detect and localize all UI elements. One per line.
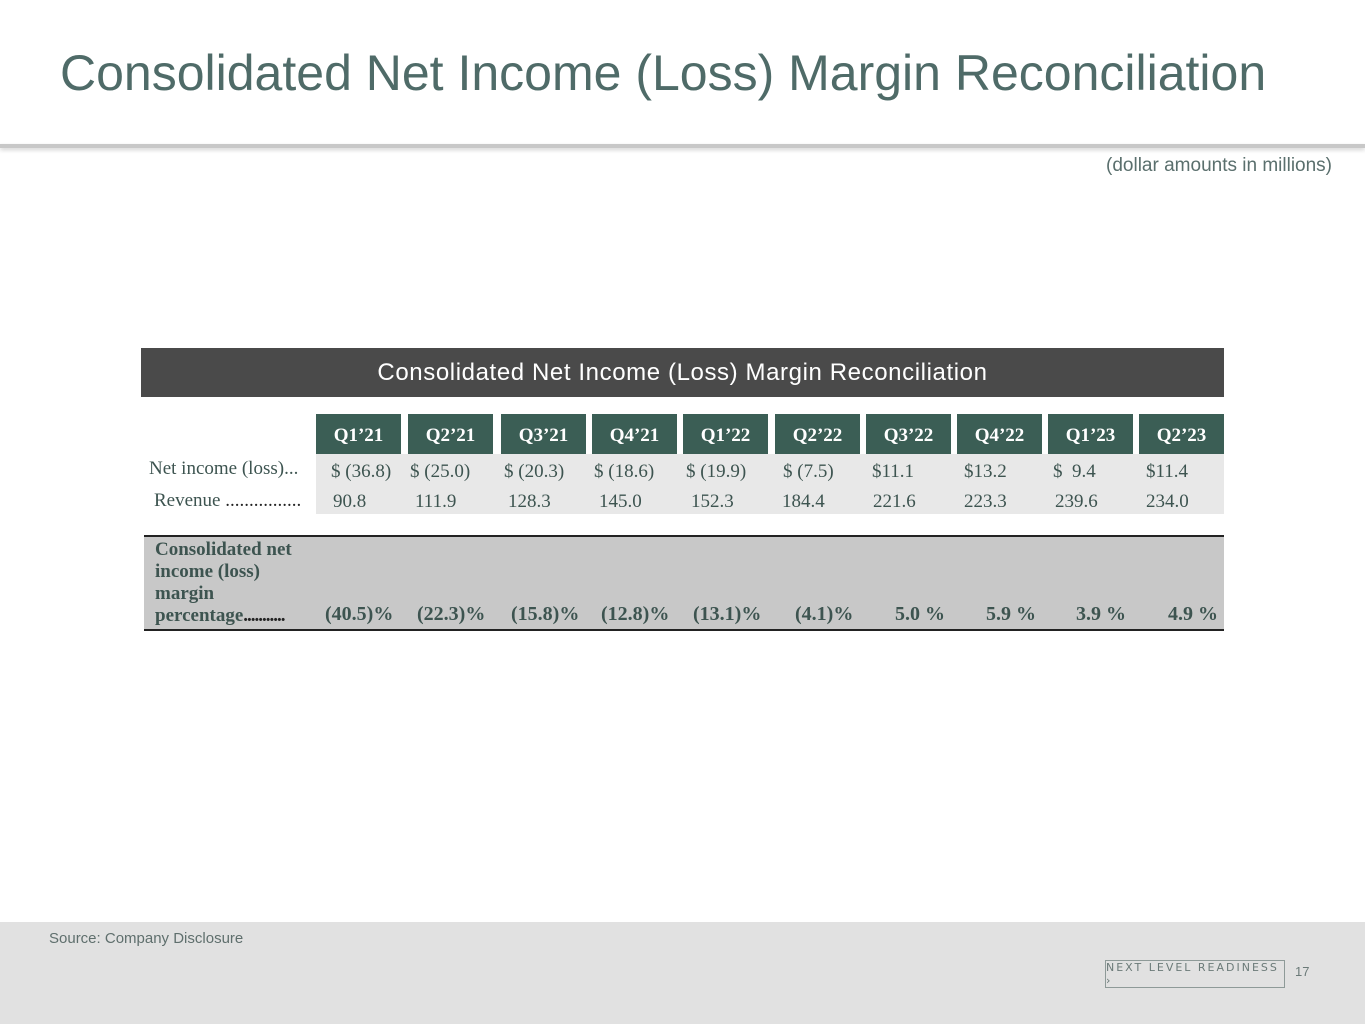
net-income-cell: $ 9.4 <box>1053 461 1096 482</box>
page-title: Consolidated Net Income (Loss) Margin Re… <box>60 45 1267 101</box>
data-rows-band <box>316 454 1224 514</box>
net-income-cell: $ (7.5) <box>783 461 834 482</box>
quarter-header: Q2’22 <box>775 414 860 454</box>
revenue-cell: 234.0 <box>1146 491 1189 512</box>
revenue-cell: 128.3 <box>508 491 551 512</box>
margin-cell: 5.0 % <box>895 603 945 625</box>
margin-cell: 4.9 % <box>1168 603 1218 625</box>
net-income-cell: $13.2 <box>964 461 1007 482</box>
margin-cell: (13.1)% <box>693 603 762 625</box>
footer-band <box>0 922 1365 1024</box>
quarter-header: Q3’21 <box>501 414 586 454</box>
margin-label-text: Consolidated net income (loss) margin pe… <box>155 539 292 626</box>
quarter-header: Q1’23 <box>1048 414 1133 454</box>
margin-cell: 3.9 % <box>1076 603 1126 625</box>
quarter-header: Q1’22 <box>683 414 768 454</box>
net-income-cell: $11.1 <box>872 461 915 482</box>
revenue-label-text: Revenue <box>154 490 221 511</box>
quarter-header: Q4’21 <box>592 414 677 454</box>
source-note: Source: Company Disclosure <box>49 930 244 947</box>
brand-badge: NEXT LEVEL READINESS › <box>1105 960 1285 988</box>
revenue-cell: 223.3 <box>964 491 1007 512</box>
revenue-cell: 90.8 <box>333 491 367 512</box>
margin-label: Consolidated net income (loss) margin pe… <box>155 539 320 627</box>
units-note: (dollar amounts in millions) <box>1106 155 1332 176</box>
margin-cell: (22.3)% <box>417 603 486 625</box>
net-income-cell: $ (19.9) <box>686 461 747 482</box>
margin-cell: 5.9 % <box>986 603 1036 625</box>
quarter-header: Q2’23 <box>1139 414 1224 454</box>
revenue-label: Revenue ................ <box>154 490 316 512</box>
revenue-cell: 221.6 <box>873 491 916 512</box>
net-income-label: Net income (loss)... <box>149 458 299 479</box>
quarter-header: Q4’22 <box>957 414 1042 454</box>
quarter-header: Q3’22 <box>866 414 951 454</box>
revenue-cell: 145.0 <box>599 491 642 512</box>
net-income-cell: $ (25.0) <box>410 461 471 482</box>
net-income-cell: $11.4 <box>1146 461 1189 482</box>
net-income-cell: $ (36.8) <box>331 461 392 482</box>
margin-row-band <box>144 535 1224 631</box>
revenue-cell: 239.6 <box>1055 491 1098 512</box>
margin-cell: (4.1)% <box>795 603 854 625</box>
revenue-cell: 111.9 <box>415 491 457 512</box>
table-banner: Consolidated Net Income (Loss) Margin Re… <box>141 348 1224 397</box>
margin-cell: (12.8)% <box>601 603 670 625</box>
margin-cell: (15.8)% <box>511 603 580 625</box>
margin-leader-dots: ........... <box>243 605 285 626</box>
revenue-cell: 184.4 <box>782 491 825 512</box>
page-number: 17 <box>1295 964 1310 979</box>
quarter-header: Q1’21 <box>316 414 401 454</box>
net-income-cell: $ (18.6) <box>594 461 655 482</box>
revenue-cell: 152.3 <box>691 491 734 512</box>
quarter-header: Q2’21 <box>408 414 493 454</box>
net-income-cell: $ (20.3) <box>504 461 565 482</box>
title-divider <box>0 144 1365 148</box>
margin-cell: (40.5)% <box>325 603 394 625</box>
revenue-leader-dots: ................ <box>225 490 302 511</box>
